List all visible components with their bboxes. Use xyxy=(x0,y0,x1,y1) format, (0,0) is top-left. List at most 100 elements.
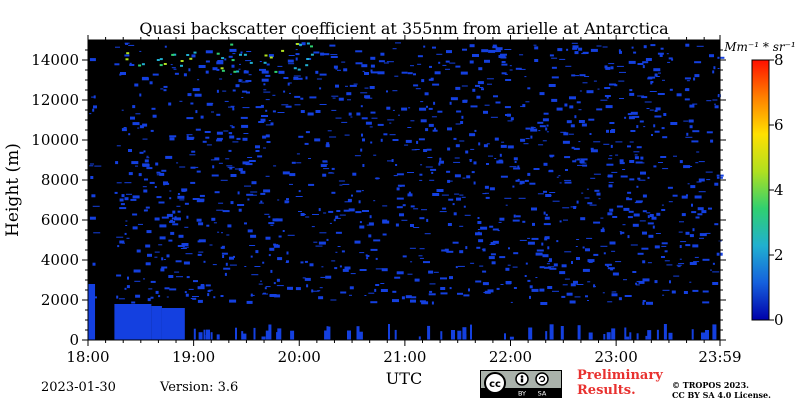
heatmap-cell xyxy=(325,144,330,148)
heatmap-cell xyxy=(522,220,526,223)
heatmap-cell xyxy=(195,110,198,114)
heatmap-cell xyxy=(495,101,501,104)
heatmap-cell xyxy=(128,172,133,176)
heatmap-cell xyxy=(693,77,696,81)
heatmap-cell xyxy=(261,336,266,340)
heatmap-cell xyxy=(242,137,248,141)
heatmap-cell xyxy=(431,116,437,118)
heatmap-cell xyxy=(519,68,526,70)
heatmap-cell xyxy=(195,128,201,131)
heatmap-cell xyxy=(636,146,642,149)
cc-license-badge[interactable]: cc BY SA xyxy=(480,370,562,398)
heatmap-cell xyxy=(641,162,645,164)
heatmap-cell xyxy=(330,54,338,56)
heatmap-cell xyxy=(629,332,632,340)
heatmap-cell xyxy=(198,251,204,253)
heatmap-cell xyxy=(273,165,277,167)
heatmap-cell xyxy=(484,59,490,63)
heatmap-cell xyxy=(411,149,417,151)
heatmap-cell xyxy=(671,290,676,294)
heatmap-cell xyxy=(668,332,673,340)
heatmap-cell xyxy=(628,210,634,213)
heatmap-cell xyxy=(618,80,625,82)
heatmap-cell xyxy=(323,212,327,214)
heatmap-cell xyxy=(124,287,127,290)
heatmap-cell xyxy=(644,101,652,103)
heatmap-cell xyxy=(705,330,709,340)
heatmap-cell xyxy=(132,105,136,109)
heatmap-cell xyxy=(205,284,211,287)
heatmap-cell xyxy=(593,80,597,82)
heatmap-cell xyxy=(276,285,284,287)
heatmap-cell xyxy=(527,237,531,239)
heatmap-cell xyxy=(680,241,687,243)
heatmap-cell xyxy=(121,109,124,111)
heatmap-cell xyxy=(192,296,199,297)
heatmap-cell xyxy=(274,70,278,73)
heatmap-cell xyxy=(265,134,270,138)
heatmap-cell xyxy=(190,181,196,184)
y-tick-label: 2000 xyxy=(41,291,79,309)
heatmap-cell xyxy=(654,130,660,133)
heatmap-cell xyxy=(236,137,241,140)
heatmap-cell xyxy=(114,63,120,66)
heatmap-cell xyxy=(459,194,464,196)
heatmap-cell xyxy=(647,330,652,340)
heatmap-cell xyxy=(485,196,490,199)
heatmap-cell xyxy=(355,62,363,65)
heatmap-cell xyxy=(577,164,584,166)
heatmap-cell xyxy=(468,288,470,292)
heatmap-cell xyxy=(159,236,166,240)
heatmap-cell xyxy=(438,61,441,64)
heatmap-cell xyxy=(454,193,460,195)
heatmap-cell xyxy=(300,97,304,100)
heatmap-cell xyxy=(220,67,224,70)
heatmap-cell xyxy=(533,44,537,46)
heatmap-cell xyxy=(263,61,267,64)
heatmap-cell xyxy=(605,105,613,109)
heatmap-cell xyxy=(172,210,176,214)
heatmap-cell xyxy=(642,210,647,213)
heatmap-cell xyxy=(244,266,247,267)
heatmap-cell xyxy=(509,336,514,340)
heatmap-cell xyxy=(339,184,343,186)
heatmap-cell xyxy=(463,205,466,208)
heatmap-cell xyxy=(127,276,129,280)
heatmap-cell xyxy=(545,331,548,340)
heatmap-cell xyxy=(606,96,609,99)
heatmap-cell xyxy=(212,264,217,266)
heatmap-cell xyxy=(505,79,512,81)
heatmap-cell xyxy=(116,295,119,299)
heatmap-cell xyxy=(258,202,264,204)
heatmap-cell xyxy=(365,97,373,99)
heatmap-cell xyxy=(641,247,649,250)
heatmap-cell xyxy=(265,109,268,112)
heatmap-cell xyxy=(455,144,460,148)
heatmap-cell xyxy=(604,95,611,97)
heatmap-cell xyxy=(637,63,644,65)
heatmap-cell xyxy=(709,54,714,58)
heatmap-cell xyxy=(420,119,427,123)
heatmap-cell xyxy=(581,53,587,55)
heatmap-cell xyxy=(647,215,650,219)
heatmap-cell xyxy=(290,330,295,340)
heatmap-cell xyxy=(201,284,204,287)
heatmap-cell xyxy=(608,63,615,65)
heatmap-cell xyxy=(396,271,404,275)
heatmap-cell xyxy=(198,222,204,226)
heatmap-cell xyxy=(142,76,149,78)
heatmap-cell xyxy=(318,241,326,245)
heatmap-cell xyxy=(437,110,443,113)
heatmap-cell xyxy=(525,101,530,103)
heatmap-cell xyxy=(179,199,185,201)
heatmap-cell xyxy=(654,109,658,112)
heatmap-cell xyxy=(115,161,119,165)
heatmap-cell xyxy=(142,186,147,188)
heatmap-cell xyxy=(150,280,156,283)
heatmap-cell xyxy=(359,221,362,224)
heatmap-cell xyxy=(330,56,338,58)
heatmap-cell xyxy=(576,239,580,240)
heatmap-cell xyxy=(710,269,712,271)
heatmap-cell xyxy=(264,54,268,57)
heatmap-cell xyxy=(277,112,285,113)
